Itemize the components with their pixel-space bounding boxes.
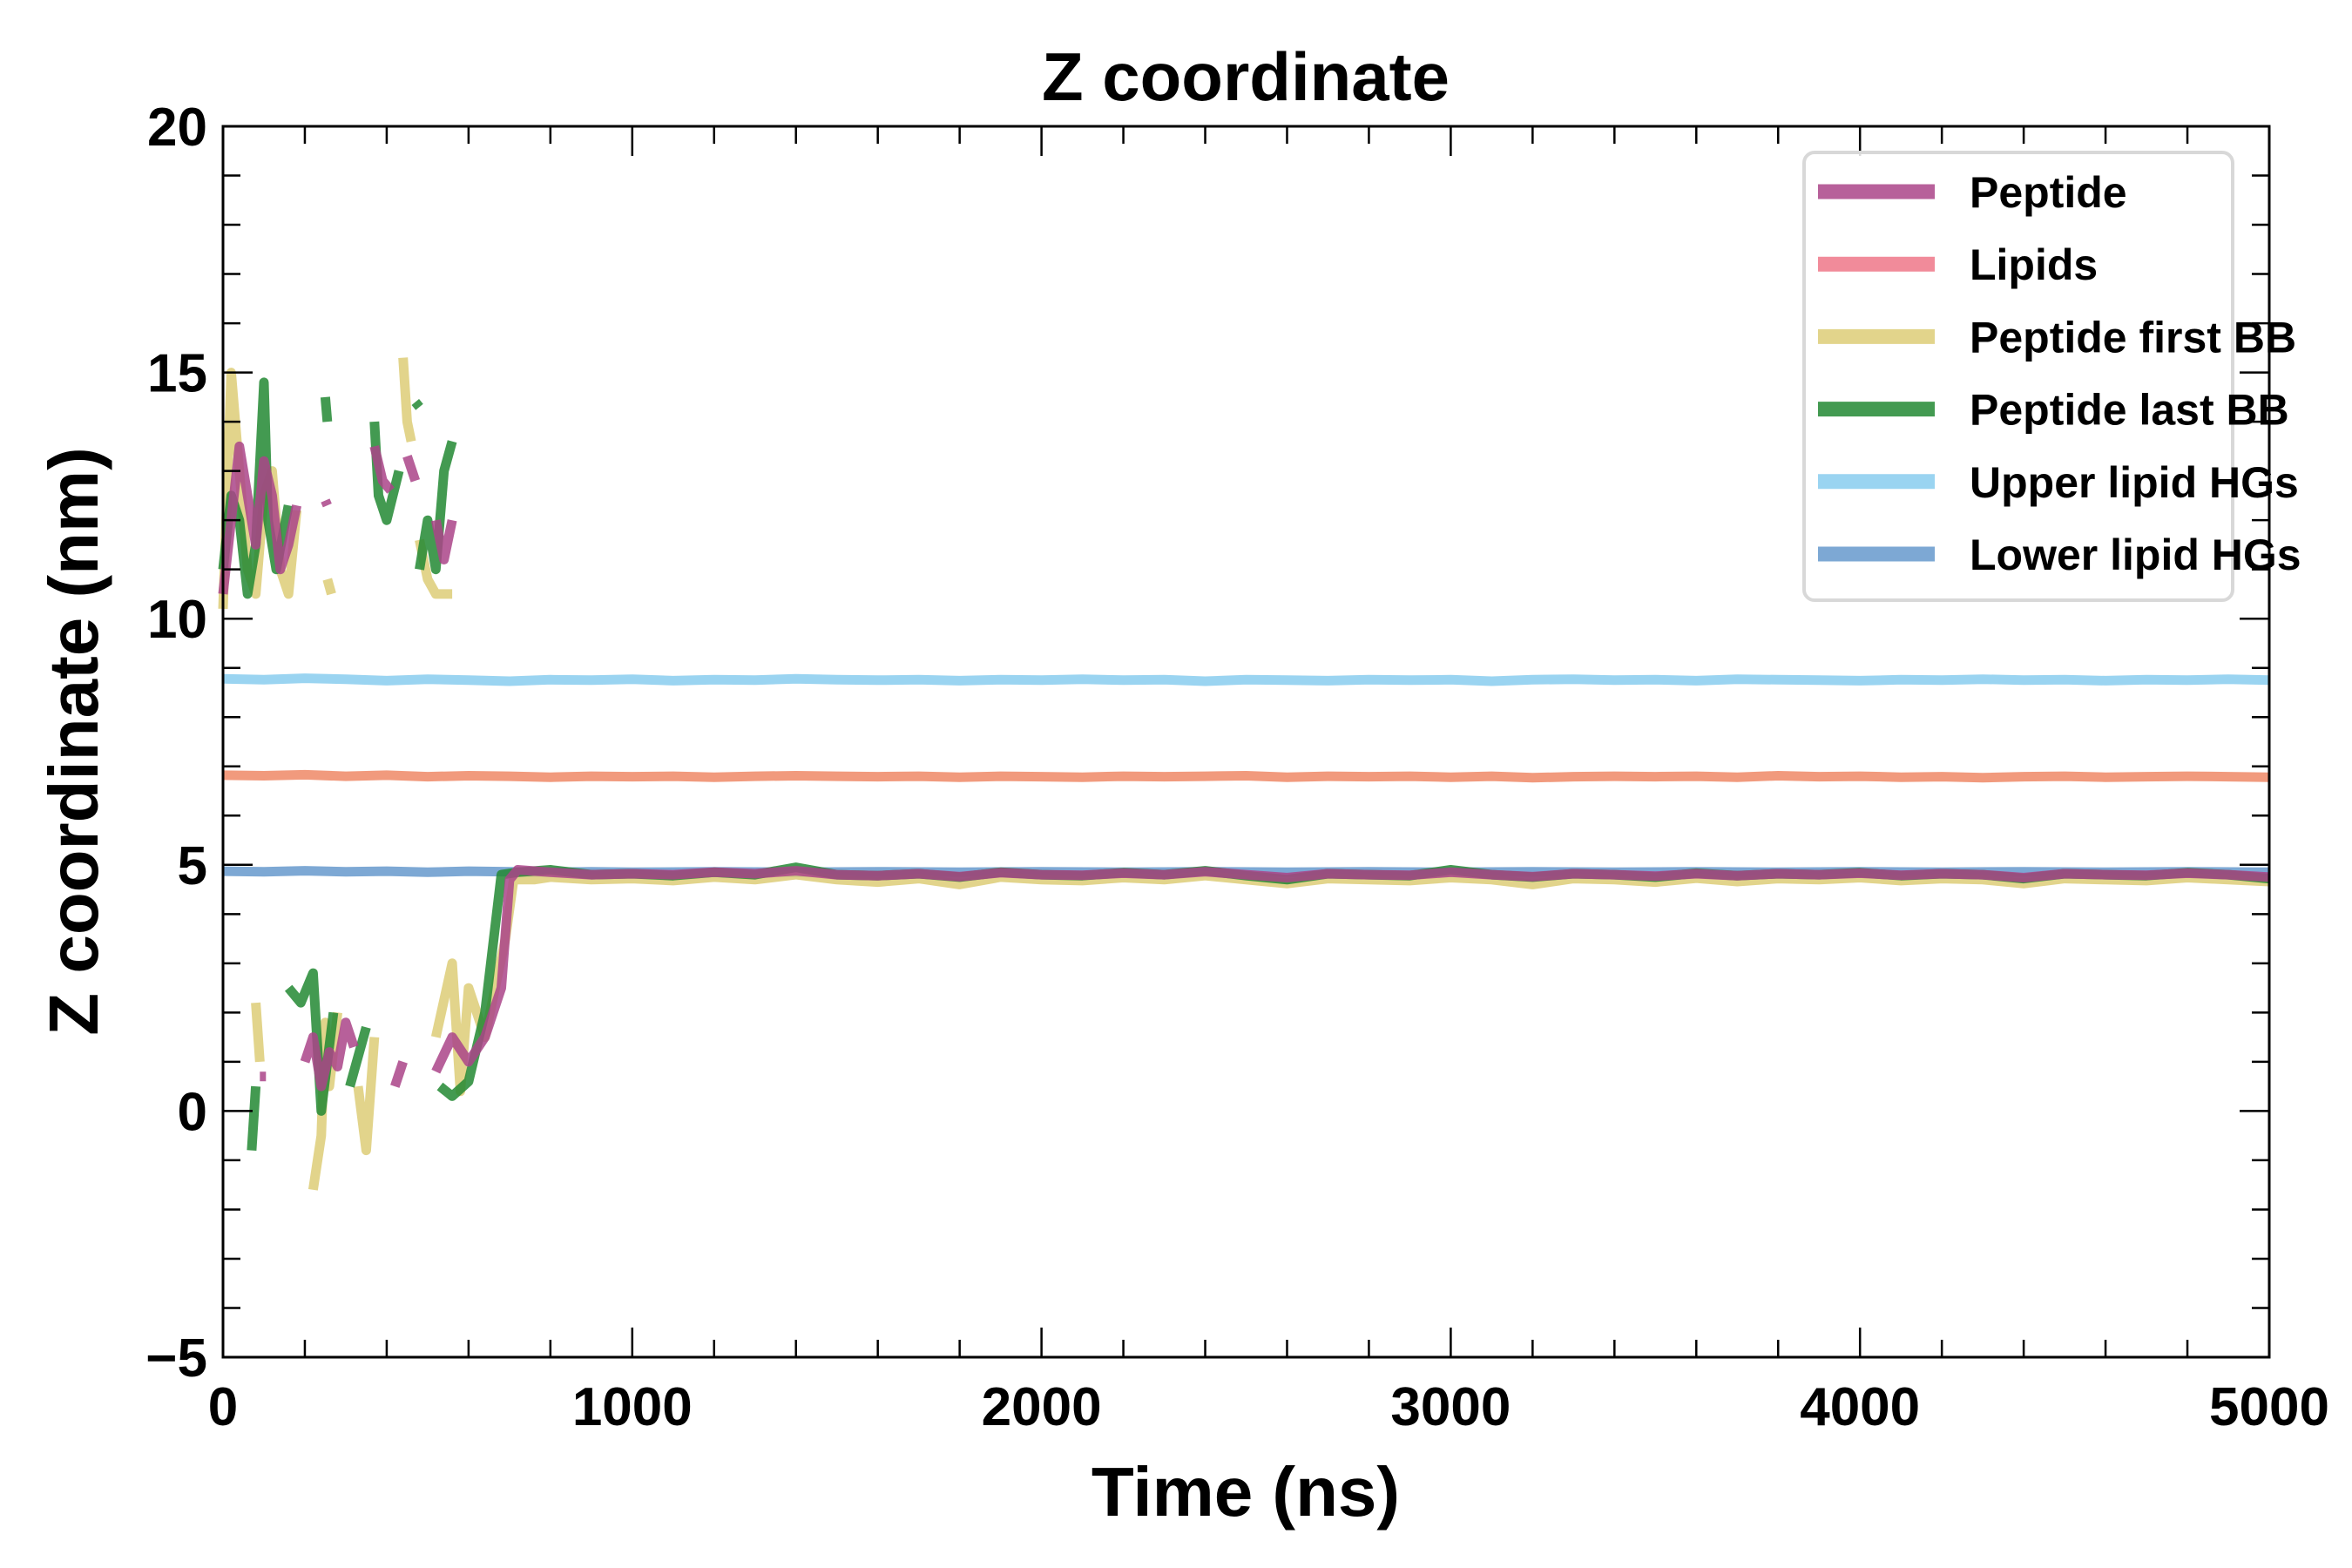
y-tick-label: 0	[178, 1082, 207, 1142]
legend-label: Lower lipid HGs	[1970, 531, 2301, 579]
y-tick-label: 10	[147, 590, 207, 650]
legend-label: Upper lipid HGs	[1970, 458, 2299, 507]
legend-label: Lipids	[1970, 240, 2098, 289]
legend: Peptide Lipids Peptide first BB Peptide las…	[1802, 151, 2301, 602]
x-tick-label: 1000	[572, 1377, 693, 1437]
y-axis-label: Z coordinate (nm)	[35, 447, 112, 1036]
plot-frame	[221, 125, 2271, 1359]
series-line-lipids	[222, 769, 2270, 783]
series-line-upper-lipid-hgs	[222, 673, 2270, 686]
x-tick-label: 5000	[2209, 1377, 2329, 1437]
series-line-peptide	[218, 441, 2270, 1092]
chart-title: Z coordinate	[1042, 38, 1450, 115]
legend-label: Peptide last BB	[1970, 386, 2289, 435]
y-tick-label: −5	[145, 1328, 207, 1389]
x-tick-label: 4000	[1800, 1377, 1920, 1437]
y-tick-label: 15	[147, 344, 207, 404]
x-tick-label: 2000	[982, 1377, 1102, 1437]
series-group	[218, 357, 2270, 1191]
y-tick-label: 5	[178, 836, 207, 896]
x-axis-label: Time (ns)	[1092, 1453, 1400, 1531]
x-tick-label: 0	[208, 1377, 238, 1437]
legend-label: Peptide	[1970, 168, 2127, 217]
y-tick-label: 20	[147, 98, 207, 158]
legend-label: Peptide first BB	[1970, 313, 2296, 362]
x-tick-label: 3000	[1390, 1377, 1511, 1437]
